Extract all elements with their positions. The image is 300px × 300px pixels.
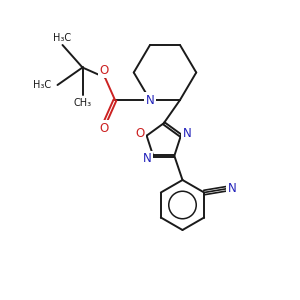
Text: O: O — [136, 127, 145, 140]
Text: N: N — [142, 152, 151, 165]
Text: H₃C: H₃C — [53, 33, 72, 43]
Text: N: N — [183, 127, 191, 140]
Text: O: O — [99, 122, 108, 134]
Text: H₃C: H₃C — [33, 80, 51, 90]
Text: N: N — [228, 182, 236, 195]
Text: N: N — [146, 94, 154, 106]
Text: CH₃: CH₃ — [74, 98, 92, 107]
Text: O: O — [99, 64, 108, 77]
